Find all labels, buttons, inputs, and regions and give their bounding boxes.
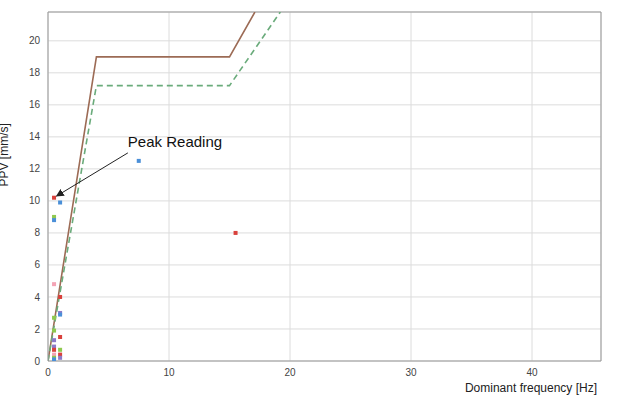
svg-text:20: 20 xyxy=(29,35,41,46)
svg-text:10: 10 xyxy=(163,367,175,378)
svg-text:4: 4 xyxy=(34,292,40,303)
svg-text:6: 6 xyxy=(34,259,40,270)
svg-text:20: 20 xyxy=(284,367,296,378)
svg-text:40: 40 xyxy=(526,367,538,378)
svg-text:8: 8 xyxy=(34,227,40,238)
svg-text:16: 16 xyxy=(29,99,41,110)
svg-text:14: 14 xyxy=(29,131,41,142)
svg-text:2: 2 xyxy=(34,324,40,335)
svg-text:Dominant frequency [Hz]: Dominant frequency [Hz] xyxy=(465,381,597,395)
svg-text:10: 10 xyxy=(29,195,41,206)
svg-text:PPV [mm/s]: PPV [mm/s] xyxy=(8,123,11,186)
svg-text:0: 0 xyxy=(45,367,51,378)
svg-text:30: 30 xyxy=(405,367,417,378)
svg-text:12: 12 xyxy=(29,163,41,174)
svg-text:18: 18 xyxy=(29,67,41,78)
svg-text:Peak Reading: Peak Reading xyxy=(128,133,222,150)
svg-text:0: 0 xyxy=(34,356,40,367)
